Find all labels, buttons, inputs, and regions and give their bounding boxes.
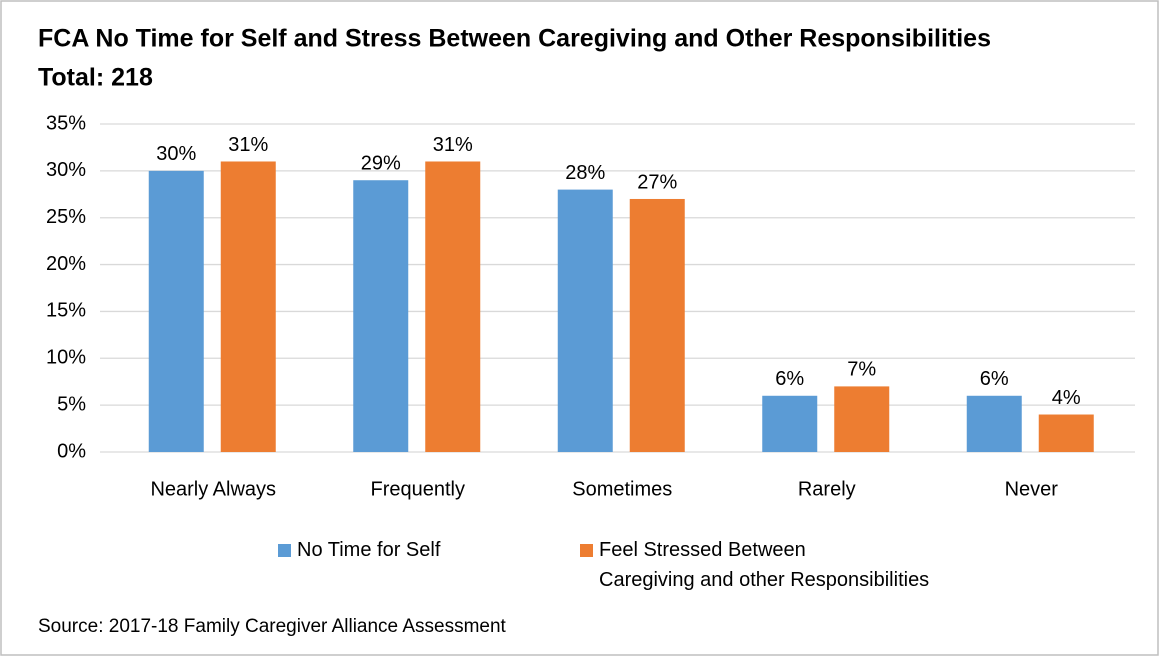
legend-label: No Time for Self (297, 539, 441, 561)
bar (425, 161, 481, 452)
y-tick-label: 10% (46, 347, 86, 369)
source-note: Source: 2017-18 Family Caregiver Allianc… (38, 616, 507, 637)
data-label: 31% (228, 134, 268, 156)
data-label: 27% (637, 171, 677, 193)
data-label: 28% (565, 162, 605, 184)
chart-title: FCA No Time for Self and Stress Between … (38, 25, 991, 53)
y-tick-label: 35% (46, 112, 86, 134)
y-tick-label: 30% (46, 159, 86, 181)
bar (353, 180, 409, 452)
x-tick-label: Sometimes (572, 478, 672, 500)
y-tick-label: 5% (57, 393, 86, 415)
x-tick-label: Frequently (371, 478, 466, 500)
y-tick-label: 25% (46, 206, 86, 228)
bar (834, 386, 890, 452)
y-tick-label: 0% (57, 440, 86, 462)
bar (629, 198, 685, 452)
chart-subtitle: Total: 218 (38, 64, 153, 92)
bar (220, 161, 276, 452)
data-label: 30% (156, 143, 196, 165)
data-label: 7% (847, 359, 876, 381)
bar (557, 189, 613, 452)
x-tick-label: Nearly Always (150, 478, 276, 500)
y-tick-label: 20% (46, 253, 86, 275)
bar (762, 395, 818, 452)
data-label: 29% (361, 153, 401, 175)
bar (1038, 414, 1094, 452)
x-tick-label: Never (1005, 478, 1059, 500)
legend-item: Feel Stressed Between Caregiving and oth… (580, 535, 929, 595)
data-label: 31% (433, 134, 473, 156)
y-tick-label: 15% (46, 300, 86, 322)
data-label: 6% (775, 368, 804, 390)
bar (966, 395, 1022, 452)
legend-item: No Time for Self (278, 535, 440, 565)
legend-label: Feel Stressed Between Caregiving and oth… (599, 539, 930, 591)
data-label: 4% (1052, 387, 1081, 409)
x-tick-label: Rarely (798, 478, 856, 500)
bar (148, 170, 204, 452)
data-label: 6% (980, 368, 1009, 390)
legend-swatch (278, 544, 291, 557)
legend-swatch (580, 544, 593, 557)
